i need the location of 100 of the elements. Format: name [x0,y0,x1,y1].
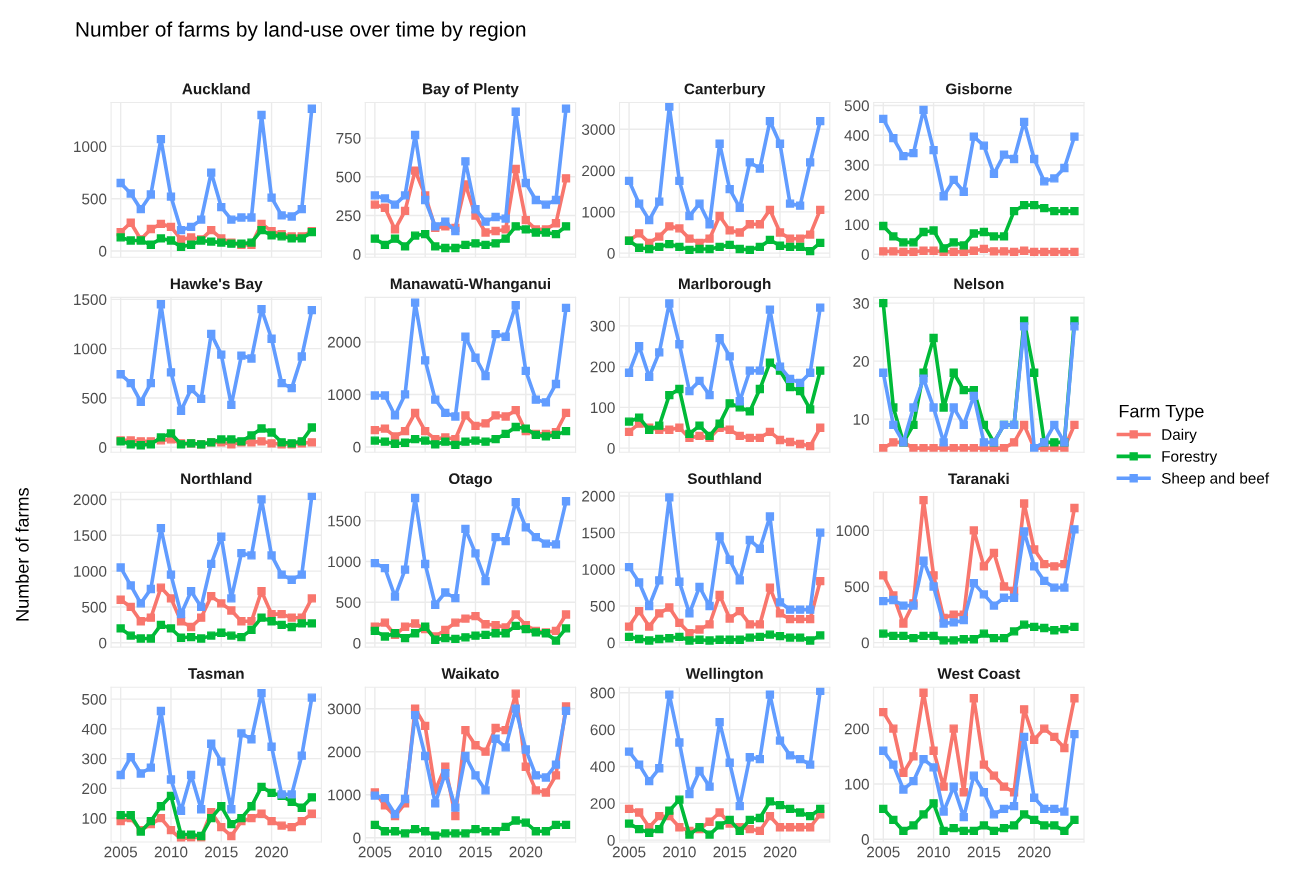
y-tick-label: 500 [336,171,361,183]
x-tick-label: 2020 [509,846,543,858]
y-tick-label: 400 [844,130,869,141]
y-tick-label: 0 [353,637,361,649]
y-tick-label: 0 [99,245,107,257]
y-tick-label: 2000 [73,494,107,506]
y-axis-title: Number of farms [15,488,29,621]
y-tick-label: 0 [353,832,361,844]
chart-title: Bay of Plenty [423,83,519,98]
y-tick-label: 500 [82,193,107,205]
chart-title: Canterbury [684,83,766,98]
y-tick-label: 100 [845,778,869,790]
y-tick-label: 0 [607,637,615,649]
y-tick-label: 1000 [328,389,361,401]
y-tick-label: 1000 [328,789,361,801]
y-tick-label: 200 [590,798,615,809]
y-tick-label: 1500 [74,530,107,541]
chart-title: Northland [181,472,252,485]
y-tick-label: 0 [353,249,361,260]
x-tick-label: 2010 [408,846,442,858]
y-tick-label: 200 [844,189,869,201]
y-tick-label: 1500 [582,527,615,539]
y-tick-label: 500 [590,600,615,612]
y-tick-label: 2000 [327,336,361,348]
y-tick-label: 500 [844,100,869,112]
y-tick-label: 3000 [581,124,615,135]
chart-title: Taranaki [948,472,1009,485]
y-tick-label: 300 [844,159,869,171]
y-tick-label: 2000 [327,746,361,758]
chart-title: Auckland [182,83,250,95]
y-tick-label: 1000 [836,525,869,537]
y-tick-label: 0 [861,834,869,845]
y-tick-label: 0 [607,248,615,259]
y-tick-label: 1000 [582,206,615,218]
y-tick-label: 0 [353,441,361,453]
y-tick-label: 20 [853,356,869,367]
x-tick-label: 2020 [255,846,288,858]
chart-title: Waikato [441,667,499,679]
chart-title: Hawke's Bay [170,277,263,293]
y-tick-label: 0 [861,637,869,649]
legend-label: Forestry [1162,451,1218,465]
y-tick-label: 250 [336,210,361,222]
y-tick-label: 0 [607,442,615,454]
chart-title: West Coast [937,668,1021,679]
chart-title: Manawatū-Whanganui [390,277,550,293]
x-tick-label: 2020 [763,846,797,858]
chart-title: Wellington [685,667,763,683]
x-tick-label: 2005 [612,846,646,858]
x-tick-label: 2015 [713,846,747,858]
y-tick-label: 100 [82,813,107,824]
y-tick-label: 200 [844,723,869,735]
legend-label: Sheep and beef [1161,472,1270,487]
x-tick-label: 2005 [104,846,138,858]
y-tick-label: 400 [81,723,107,735]
x-tick-label: 2010 [154,846,188,858]
y-tick-label: 3000 [327,703,361,715]
y-tick-label: 300 [590,320,615,332]
y-tick-label: 1500 [328,515,361,527]
y-tick-label: 750 [336,132,361,144]
y-tick-label: 500 [82,601,107,613]
y-tick-label: 100 [845,219,869,231]
y-tick-label: 0 [99,637,107,649]
x-tick-label: 2020 [1017,846,1051,858]
x-tick-label: 2005 [867,846,900,858]
y-tick-label: 30 [853,298,869,309]
y-tick-label: 200 [590,361,615,373]
y-tick-label: 0 [607,835,615,846]
y-tick-label: 1000 [74,141,107,153]
y-tick-label: 600 [590,724,615,736]
x-tick-label: 2005 [358,846,392,858]
y-tick-label: 800 [590,687,615,699]
y-tick-label: 1000 [74,565,107,577]
y-tick-label: 0 [99,442,107,453]
chart-title: Southland [687,472,761,485]
x-tick-label: 2015 [459,846,492,858]
chart-title: Gisborne [945,83,1012,95]
y-tick-label: 500 [844,581,869,593]
y-tick-label: 0 [861,249,869,260]
x-tick-label: 2010 [663,846,696,858]
y-tick-label: 2000 [582,490,615,502]
y-tick-label: 500 [336,597,361,608]
legend-label: Dairy [1162,428,1197,443]
y-tick-label: 1000 [328,556,361,568]
chart-title: Tasman [188,668,244,679]
y-tick-label: 1500 [74,294,107,306]
legend-title: Farm Type [1119,404,1204,422]
y-tick-label: 2000 [582,165,615,177]
y-tick-label: 100 [591,402,615,414]
y-tick-label: 1000 [582,564,615,575]
y-tick-label: 400 [590,761,615,773]
y-tick-label: 200 [82,783,107,795]
y-tick-label: 300 [82,753,107,765]
chart-title: Marlborough [679,277,771,293]
chart-title: Nelson [954,277,1004,290]
y-tick-label: 500 [82,392,107,404]
x-tick-label: 2015 [967,846,1001,858]
text: Number of farms by land-use over time by region [76,21,526,41]
chart-title: Otago [449,473,492,488]
y-tick-label: 10 [853,414,869,425]
y-tick-label: 500 [82,693,107,705]
